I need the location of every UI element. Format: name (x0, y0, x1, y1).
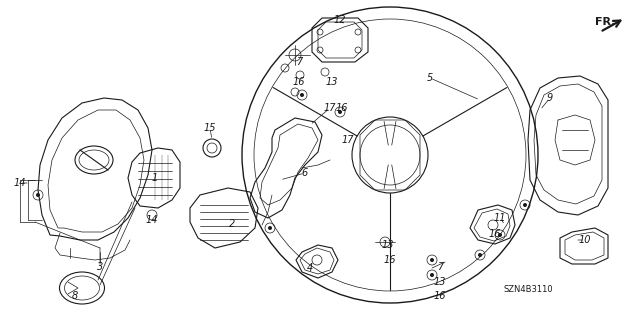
Text: 16: 16 (336, 103, 348, 113)
Text: 14: 14 (13, 178, 26, 188)
Text: 15: 15 (204, 123, 216, 133)
Circle shape (478, 253, 482, 257)
Text: FR.: FR. (595, 17, 615, 27)
Text: 13: 13 (326, 77, 339, 87)
Text: 9: 9 (547, 93, 553, 103)
Circle shape (498, 233, 502, 237)
Text: 3: 3 (97, 262, 103, 272)
Text: 5: 5 (427, 73, 433, 83)
Circle shape (268, 226, 272, 230)
Text: SZN4B3110: SZN4B3110 (503, 286, 553, 294)
Circle shape (36, 193, 40, 197)
Text: 12: 12 (333, 15, 346, 25)
Text: 8: 8 (72, 291, 78, 301)
Text: 16: 16 (384, 255, 396, 265)
Text: 10: 10 (579, 235, 591, 245)
Text: 7: 7 (437, 262, 443, 272)
Text: 13: 13 (434, 277, 446, 287)
Text: 4: 4 (307, 263, 313, 273)
Text: 16: 16 (489, 229, 501, 239)
Circle shape (338, 110, 342, 114)
Circle shape (430, 258, 434, 262)
Text: 17: 17 (324, 103, 336, 113)
Text: 16: 16 (292, 77, 305, 87)
Text: 13: 13 (381, 240, 394, 250)
Circle shape (430, 273, 434, 277)
Text: 11: 11 (493, 213, 506, 223)
Text: 7: 7 (296, 57, 302, 67)
Text: 1: 1 (152, 173, 158, 183)
Text: 2: 2 (229, 219, 235, 229)
Circle shape (523, 203, 527, 207)
Text: 16: 16 (434, 291, 446, 301)
Text: 14: 14 (146, 215, 158, 225)
Text: 6: 6 (302, 168, 308, 178)
Text: 17: 17 (342, 135, 355, 145)
Circle shape (300, 93, 304, 97)
